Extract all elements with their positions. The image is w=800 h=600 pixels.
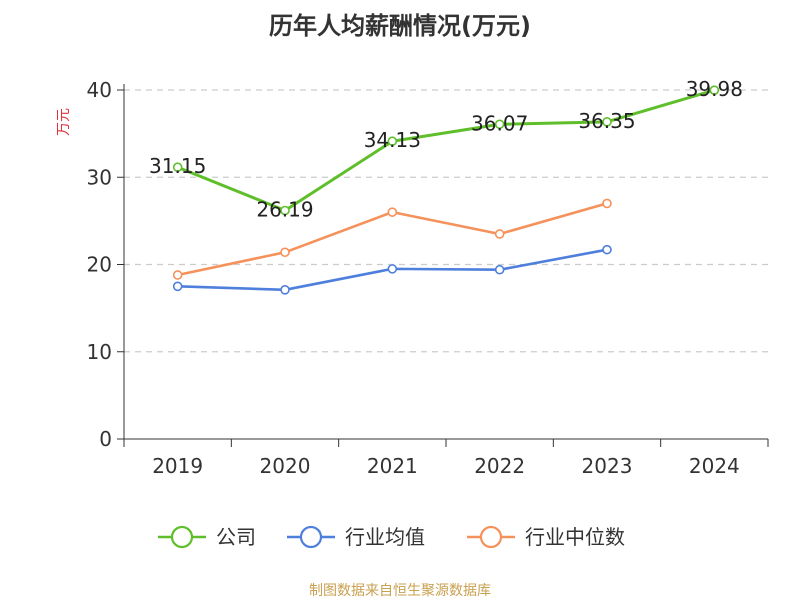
series-lines xyxy=(172,85,720,295)
data-point xyxy=(494,264,505,275)
data-point xyxy=(280,285,290,295)
y-tick-label: 20 xyxy=(87,253,112,277)
data-point xyxy=(387,264,398,274)
y-tick-label: 10 xyxy=(87,340,112,364)
data-label: 26.19 xyxy=(256,197,313,221)
series-0 xyxy=(172,85,720,216)
data-point xyxy=(172,162,183,173)
data-point xyxy=(172,281,183,292)
data-labels: 31.15 26.19 34.13 36.07 36.35 39.98 xyxy=(149,77,743,221)
legend[interactable]: 公司 行业均值 行业中位数 xyxy=(158,525,625,549)
legend-item-1[interactable]: 行业均值 xyxy=(287,525,425,549)
data-point xyxy=(172,270,183,280)
data-point xyxy=(387,136,398,147)
data-label: 39.98 xyxy=(686,77,743,101)
legend-marker xyxy=(299,525,323,549)
data-label: 36.07 xyxy=(471,111,528,135)
legend-marker xyxy=(170,525,194,549)
legend-marker xyxy=(479,525,503,549)
data-point xyxy=(280,205,290,216)
data-point xyxy=(494,119,505,130)
data-point xyxy=(602,198,612,209)
y-axis-label: 万元 xyxy=(56,108,72,136)
y-tick-label: 0 xyxy=(99,427,112,451)
y-tick-label: 40 xyxy=(87,78,112,102)
legend-label: 行业中位数 xyxy=(525,525,625,549)
data-point xyxy=(602,244,612,255)
chart-title: 历年人均薪酬情况(万元) xyxy=(269,12,531,40)
x-tick-label: 2022 xyxy=(474,454,525,478)
data-label: 34.13 xyxy=(364,128,421,152)
legend-item-0[interactable]: 公司 xyxy=(158,525,256,549)
axes: 0 10 20 30 40 2019 2020 2021 2022 2023 2024 xyxy=(87,78,769,478)
data-label: 31.15 xyxy=(149,154,206,178)
legend-item-2[interactable]: 行业中位数 xyxy=(467,525,625,549)
legend-label: 行业均值 xyxy=(345,525,425,549)
x-tick-label: 2019 xyxy=(152,454,203,478)
data-point xyxy=(280,247,290,258)
legend-label: 公司 xyxy=(216,525,256,549)
source-note: 制图数据来自恒生聚源数据库 xyxy=(309,583,491,599)
series-1 xyxy=(172,244,612,295)
data-point xyxy=(709,85,720,95)
x-tick-label: 2020 xyxy=(260,454,311,478)
y-tick-label: 30 xyxy=(87,165,112,189)
series-2 xyxy=(172,198,612,280)
x-tick-label: 2023 xyxy=(582,454,633,478)
data-label: 36.35 xyxy=(578,109,635,133)
data-point xyxy=(387,207,398,217)
data-point xyxy=(494,229,505,239)
x-tick-label: 2024 xyxy=(689,454,740,478)
series-line xyxy=(177,88,715,212)
grid-lines xyxy=(124,89,768,353)
data-point xyxy=(602,117,612,127)
x-tick-label: 2021 xyxy=(367,454,418,478)
